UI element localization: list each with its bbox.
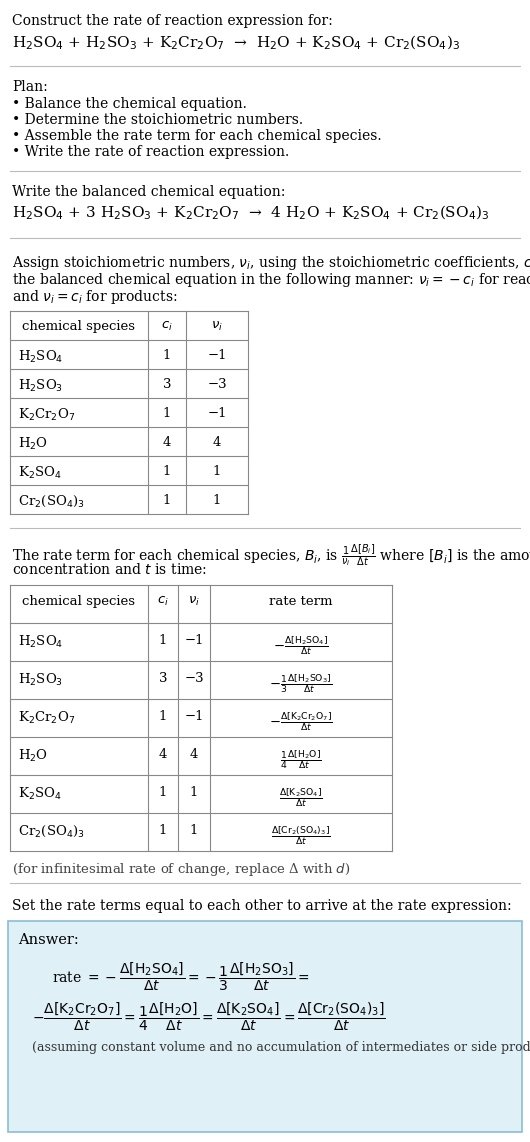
Text: $c_i$: $c_i$ [161,320,173,333]
Text: 3: 3 [159,671,167,685]
Text: 3: 3 [163,378,171,391]
Text: 1: 1 [190,825,198,837]
Text: K$_2$Cr$_2$O$_7$: K$_2$Cr$_2$O$_7$ [18,407,75,423]
Text: H$_2$SO$_4$ + H$_2$SO$_3$ + K$_2$Cr$_2$O$_7$  →  H$_2$O + K$_2$SO$_4$ + Cr$_2$(S: H$_2$SO$_4$ + H$_2$SO$_3$ + K$_2$Cr$_2$O… [12,34,460,53]
Text: 1: 1 [213,465,221,478]
Text: chemical species: chemical species [22,320,136,333]
Text: K$_2$SO$_4$: K$_2$SO$_4$ [18,465,61,481]
Text: Assign stoichiometric numbers, $\nu_i$, using the stoichiometric coefficients, $: Assign stoichiometric numbers, $\nu_i$, … [12,254,530,272]
Text: H$_2$O: H$_2$O [18,436,48,452]
Text: 1: 1 [163,349,171,362]
Text: • Write the rate of reaction expression.: • Write the rate of reaction expression. [12,145,289,159]
Text: the balanced chemical equation in the following manner: $\nu_i = -c_i$ for react: the balanced chemical equation in the fo… [12,271,530,289]
Text: $\nu_i$: $\nu_i$ [211,320,223,333]
Text: 4: 4 [159,748,167,761]
Text: • Assemble the rate term for each chemical species.: • Assemble the rate term for each chemic… [12,129,382,143]
Text: and $\nu_i = c_i$ for products:: and $\nu_i = c_i$ for products: [12,288,178,306]
Text: 1: 1 [163,465,171,478]
Text: rate term: rate term [269,595,333,608]
Text: (assuming constant volume and no accumulation of intermediates or side products): (assuming constant volume and no accumul… [32,1042,530,1054]
Text: Cr$_2$(SO$_4$)$_3$: Cr$_2$(SO$_4$)$_3$ [18,494,85,509]
Text: 1: 1 [163,407,171,420]
Text: 1: 1 [159,825,167,837]
Text: K$_2$SO$_4$: K$_2$SO$_4$ [18,786,61,802]
Text: H$_2$SO$_3$: H$_2$SO$_3$ [18,671,63,689]
Text: Set the rate terms equal to each other to arrive at the rate expression:: Set the rate terms equal to each other t… [12,899,511,912]
Text: The rate term for each chemical species, $B_i$, is $\frac{1}{\nu_i}\frac{\Delta[: The rate term for each chemical species,… [12,542,530,569]
Text: rate $= -\dfrac{\Delta[\mathrm{H_2SO_4}]}{\Delta t} = -\dfrac{1}{3}\dfrac{\Delta: rate $= -\dfrac{\Delta[\mathrm{H_2SO_4}]… [52,962,310,994]
Text: H$_2$SO$_4$: H$_2$SO$_4$ [18,349,63,365]
Text: $\frac{\Delta[\mathrm{Cr_2(SO_4)_3}]}{\Delta t}$: $\frac{\Delta[\mathrm{Cr_2(SO_4)_3}]}{\D… [271,825,331,847]
Text: −1: −1 [184,634,204,648]
Text: K$_2$Cr$_2$O$_7$: K$_2$Cr$_2$O$_7$ [18,710,75,726]
Text: −1: −1 [207,349,227,362]
Text: −1: −1 [207,407,227,420]
Text: $\frac{\Delta[\mathrm{K_2SO_4}]}{\Delta t}$: $\frac{\Delta[\mathrm{K_2SO_4}]}{\Delta … [279,786,323,809]
Polygon shape [8,920,522,1132]
Text: H$_2$SO$_4$ + 3 H$_2$SO$_3$ + K$_2$Cr$_2$O$_7$  →  4 H$_2$O + K$_2$SO$_4$ + Cr$_: H$_2$SO$_4$ + 3 H$_2$SO$_3$ + K$_2$Cr$_2… [12,204,489,223]
Text: Write the balanced chemical equation:: Write the balanced chemical equation: [12,185,285,199]
Text: 4: 4 [190,748,198,761]
Text: −1: −1 [184,710,204,723]
Text: $\frac{1}{4}\frac{\Delta[\mathrm{H_2O}]}{\Delta t}$: $\frac{1}{4}\frac{\Delta[\mathrm{H_2O}]}… [280,748,322,771]
Text: $-\dfrac{\Delta[\mathrm{K_2Cr_2O_7}]}{\Delta t} = \dfrac{1}{4}\dfrac{\Delta[\mat: $-\dfrac{\Delta[\mathrm{K_2Cr_2O_7}]}{\D… [32,1002,386,1034]
Text: $-\frac{1}{3}\frac{\Delta[\mathrm{H_2SO_3}]}{\Delta t}$: $-\frac{1}{3}\frac{\Delta[\mathrm{H_2SO_… [269,671,333,694]
Text: −3: −3 [207,378,227,391]
Text: $-\frac{\Delta[\mathrm{K_2Cr_2O_7}]}{\Delta t}$: $-\frac{\Delta[\mathrm{K_2Cr_2O_7}]}{\De… [269,710,333,733]
Text: chemical species: chemical species [22,595,136,608]
Text: • Determine the stoichiometric numbers.: • Determine the stoichiometric numbers. [12,113,303,127]
Text: 4: 4 [163,436,171,449]
Text: Answer:: Answer: [18,933,79,947]
Text: −3: −3 [184,671,204,685]
Text: H$_2$O: H$_2$O [18,748,48,764]
Text: $\nu_i$: $\nu_i$ [188,595,200,608]
Text: 1: 1 [159,634,167,648]
Text: • Balance the chemical equation.: • Balance the chemical equation. [12,97,247,111]
Text: 1: 1 [213,494,221,507]
Text: 1: 1 [159,710,167,723]
Text: $-\frac{\Delta[\mathrm{H_2SO_4}]}{\Delta t}$: $-\frac{\Delta[\mathrm{H_2SO_4}]}{\Delta… [273,634,329,657]
Text: 1: 1 [163,494,171,507]
Text: H$_2$SO$_3$: H$_2$SO$_3$ [18,378,63,394]
Text: 1: 1 [190,786,198,799]
Text: 4: 4 [213,436,221,449]
Text: (for infinitesimal rate of change, replace Δ with $d$): (for infinitesimal rate of change, repla… [12,861,350,878]
Text: Plan:: Plan: [12,80,48,94]
Text: Construct the rate of reaction expression for:: Construct the rate of reaction expressio… [12,14,333,29]
Text: 1: 1 [159,786,167,799]
Text: H$_2$SO$_4$: H$_2$SO$_4$ [18,634,63,650]
Text: Cr$_2$(SO$_4$)$_3$: Cr$_2$(SO$_4$)$_3$ [18,825,85,839]
Text: concentration and $t$ is time:: concentration and $t$ is time: [12,562,207,577]
Text: $c_i$: $c_i$ [157,595,169,608]
